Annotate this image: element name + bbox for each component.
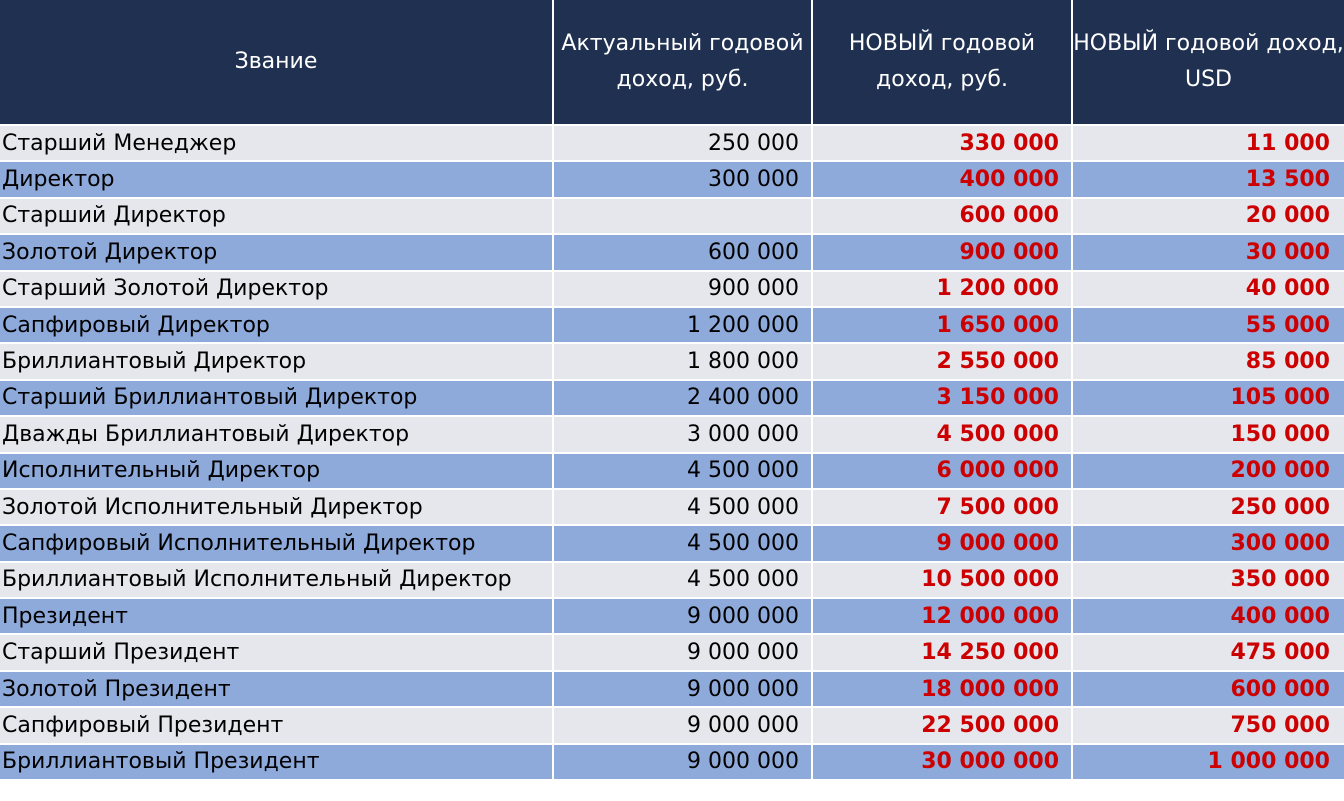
table-row: Золотой Исполнительный Директор 4 500 000… xyxy=(0,488,1344,527)
rank-cell: Старший Бриллиантовый Директор xyxy=(0,379,554,418)
new-income-rub-cell: 18 000 000 xyxy=(812,670,1073,709)
new-income-rub-cell: 1 650 000 xyxy=(812,306,1073,345)
current-income-cell: 1 800 000 xyxy=(553,343,813,381)
header-new-income-usd: НОВЫЙ годовой доход, USD xyxy=(1072,0,1344,126)
rank-cell: Золотой Исполнительный Директор xyxy=(0,488,554,527)
new-income-usd-cell: 20 000 xyxy=(1072,197,1344,236)
table-row: Директор 300 000 400 000 13 500 xyxy=(0,161,1344,199)
table-row: Сапфировый Президент 9 000 000 22 500 000 7… xyxy=(0,707,1344,745)
new-income-usd-cell: 150 000 xyxy=(1072,416,1344,454)
table-row: Бриллиантовый Президент 9 000 000 30 000 0… xyxy=(0,743,1344,782)
table-row: Старший Президент 9 000 000 14 250 000 475 … xyxy=(0,634,1344,672)
new-income-usd-cell: 300 000 xyxy=(1072,525,1344,563)
rank-cell: Золотой Президент xyxy=(0,670,554,709)
new-income-rub-cell: 12 000 000 xyxy=(812,598,1073,636)
current-income-cell: 9 000 000 xyxy=(553,707,813,745)
table-row: Сапфировый Директор 1 200 000 1 650 000 55 … xyxy=(0,306,1344,345)
current-income-cell: 600 000 xyxy=(553,234,813,272)
rank-cell: Бриллиантовый Президент xyxy=(0,743,554,782)
table-row: Золотой Президент 9 000 000 18 000 000 600 … xyxy=(0,670,1344,709)
current-income-cell: 9 000 000 xyxy=(553,598,813,636)
rank-cell: Сапфировый Исполнительный Директор xyxy=(0,525,554,563)
current-income-cell: 3 000 000 xyxy=(553,416,813,454)
table-row: Старший Менеджер 250 000 330 000 11 000 xyxy=(0,125,1344,163)
rank-cell: Золотой Директор xyxy=(0,234,554,272)
table-row: Президент 9 000 000 12 000 000 400 000 xyxy=(0,598,1344,636)
new-income-usd-cell: 250 000 xyxy=(1072,488,1344,527)
current-income-cell: 4 500 000 xyxy=(553,561,813,600)
rank-cell: Дважды Бриллиантовый Директор xyxy=(0,416,554,454)
rank-cell: Старший Золотой Директор xyxy=(0,270,554,308)
new-income-rub-cell: 900 000 xyxy=(812,234,1073,272)
table-row: Старший Золотой Директор 900 000 1 200 000… xyxy=(0,270,1344,308)
new-income-usd-cell: 350 000 xyxy=(1072,561,1344,600)
new-income-rub-cell: 1 200 000 xyxy=(812,270,1073,308)
current-income-cell: 9 000 000 xyxy=(553,670,813,709)
new-income-rub-cell: 6 000 000 xyxy=(812,452,1073,490)
new-income-usd-cell: 475 000 xyxy=(1072,634,1344,672)
new-income-rub-cell: 9 000 000 xyxy=(812,525,1073,563)
new-income-rub-cell: 30 000 000 xyxy=(812,743,1073,782)
new-income-rub-cell: 7 500 000 xyxy=(812,488,1073,527)
new-income-rub-cell: 330 000 xyxy=(812,125,1073,163)
current-income-cell: 4 500 000 xyxy=(553,452,813,490)
current-income-cell: 300 000 xyxy=(553,161,813,199)
income-table: Звание Актуальный годовой доход, руб. НО… xyxy=(0,0,1344,782)
rank-cell: Президент xyxy=(0,598,554,636)
table-row: Старший Директор 600 000 20 000 xyxy=(0,197,1344,236)
current-income-cell: 250 000 xyxy=(553,125,813,163)
table-row: Дважды Бриллиантовый Директор 3 000 000 4 … xyxy=(0,416,1344,454)
new-income-usd-cell: 400 000 xyxy=(1072,598,1344,636)
current-income-cell: 4 500 000 xyxy=(553,488,813,527)
header-current-income: Актуальный годовой доход, руб. xyxy=(553,0,813,126)
new-income-rub-cell: 4 500 000 xyxy=(812,416,1073,454)
new-income-rub-cell: 400 000 xyxy=(812,161,1073,199)
new-income-usd-cell: 105 000 xyxy=(1072,379,1344,418)
new-income-usd-cell: 30 000 xyxy=(1072,234,1344,272)
table-row: Исполнительный Директор 4 500 000 6 000 00… xyxy=(0,452,1344,490)
header-new-income-rub: НОВЫЙ годовой доход, руб. xyxy=(812,0,1073,126)
rank-cell: Бриллиантовый Исполнительный Директор xyxy=(0,561,554,600)
new-income-usd-cell: 600 000 xyxy=(1072,670,1344,709)
table-row: Бриллиантовый Исполнительный Директор 4 5… xyxy=(0,561,1344,600)
current-income-cell: 9 000 000 xyxy=(553,743,813,782)
rank-cell: Исполнительный Директор xyxy=(0,452,554,490)
new-income-rub-cell: 600 000 xyxy=(812,197,1073,236)
new-income-usd-cell: 1 000 000 xyxy=(1072,743,1344,782)
rank-cell: Старший Менеджер xyxy=(0,125,554,163)
rank-cell: Бриллиантовый Директор xyxy=(0,343,554,381)
current-income-cell: 1 200 000 xyxy=(553,306,813,345)
current-income-cell: 9 000 000 xyxy=(553,634,813,672)
rank-cell: Старший Президент xyxy=(0,634,554,672)
current-income-cell: 2 400 000 xyxy=(553,379,813,418)
table-row: Бриллиантовый Директор 1 800 000 2 550 000… xyxy=(0,343,1344,381)
new-income-usd-cell: 750 000 xyxy=(1072,707,1344,745)
new-income-usd-cell: 55 000 xyxy=(1072,306,1344,345)
new-income-rub-cell: 10 500 000 xyxy=(812,561,1073,600)
rank-cell: Сапфировый Президент xyxy=(0,707,554,745)
new-income-usd-cell: 13 500 xyxy=(1072,161,1344,199)
table-row: Старший Бриллиантовый Директор 2 400 000 3… xyxy=(0,379,1344,418)
new-income-rub-cell: 14 250 000 xyxy=(812,634,1073,672)
current-income-cell: 900 000 xyxy=(553,270,813,308)
rank-cell: Сапфировый Директор xyxy=(0,306,554,345)
header-row: Звание Актуальный годовой доход, руб. НО… xyxy=(0,0,1344,126)
new-income-usd-cell: 11 000 xyxy=(1072,125,1344,163)
new-income-rub-cell: 2 550 000 xyxy=(812,343,1073,381)
table-row: Сапфировый Исполнительный Директор 4 500 … xyxy=(0,525,1344,563)
new-income-rub-cell: 3 150 000 xyxy=(812,379,1073,418)
new-income-usd-cell: 40 000 xyxy=(1072,270,1344,308)
header-rank: Звание xyxy=(0,0,554,126)
table-row: Золотой Директор 600 000 900 000 30 000 xyxy=(0,234,1344,272)
rank-cell: Старший Директор xyxy=(0,197,554,236)
new-income-usd-cell: 200 000 xyxy=(1072,452,1344,490)
new-income-usd-cell: 85 000 xyxy=(1072,343,1344,381)
rank-cell: Директор xyxy=(0,161,554,199)
current-income-cell: 4 500 000 xyxy=(553,525,813,563)
current-income-cell xyxy=(553,197,813,236)
new-income-rub-cell: 22 500 000 xyxy=(812,707,1073,745)
